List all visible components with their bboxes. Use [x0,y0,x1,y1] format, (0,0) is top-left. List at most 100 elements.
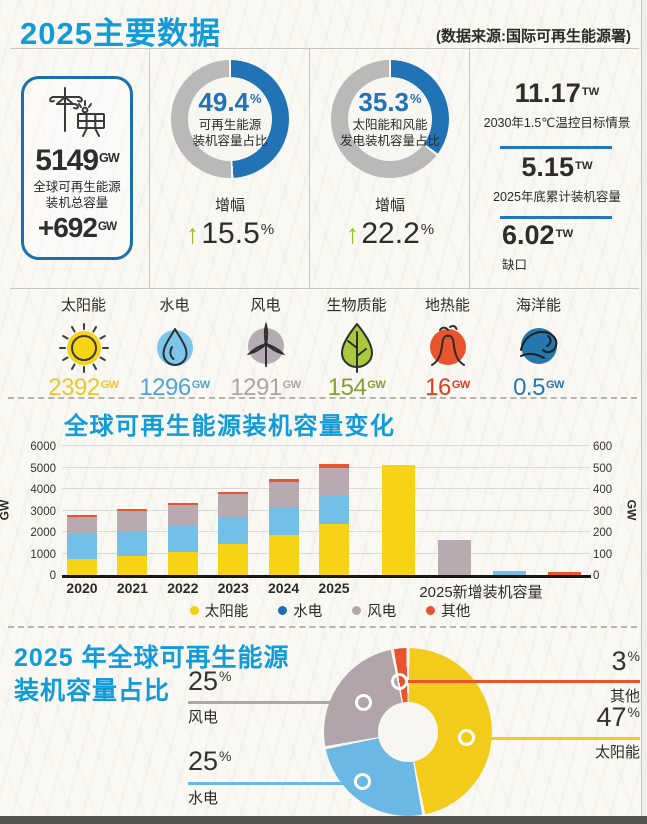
energy-name: 风电 [250,297,281,314]
bar-segment-太阳能 [117,556,148,575]
new-capacity-bar [438,539,471,575]
capacity-share-donut [324,648,492,816]
solar-leader-line [466,737,640,740]
gw-unit: GW [367,379,386,392]
total-capacity-value: 5149GW [24,145,130,177]
gap-value: 6.02TW 缺口 [502,222,642,273]
leaf-icon [340,323,373,373]
growth-value: ↑15.5% [185,217,275,250]
x-axis-label: 2023 [217,580,249,596]
y-axis-unit-right: GW [624,499,639,521]
gw-unit: GW [100,379,119,392]
divider [149,49,150,288]
gw-unit: GW [99,151,120,166]
x-axis-line [62,575,591,578]
page-edge [0,816,647,824]
grid-and-solar-icon [49,87,105,137]
energy-item-ocean: 海洋能 0.5GW [493,294,584,400]
cumulative-2025-label: 2025年底累计装机容量 [493,190,621,204]
percent-sign: % [420,220,435,238]
bar-segment-水电 [268,507,299,535]
page-edge [641,0,642,824]
page-edge [642,0,647,824]
page-title: 2025主要数据 [20,16,221,51]
bar-segment-太阳能 [167,552,198,575]
hydro-share-value: 25% [188,746,232,776]
stacked-bar [218,491,249,575]
energy-item-geothermal: 地热能 16GW [402,294,493,400]
legend-label: 水电 [293,604,323,620]
gw-unit: GW [545,379,564,392]
gw-unit: GW [191,379,210,392]
y-axis-right: 0 100 200 300 400 500 600 [593,441,629,582]
energy-value: 1296GW [139,374,210,401]
energy-name: 生物质能 [326,297,387,314]
sun-icon [58,323,109,373]
wind-leader-line [188,701,363,704]
y-axis-tick: 500 [593,462,613,475]
energy-name: 地热能 [424,297,470,314]
bar-segment-风电 [167,505,198,526]
wind-slice-marker [355,694,372,711]
tw-unit: TW [574,159,593,172]
hydro-share-label: 水电 [188,790,219,807]
y-axis-tick: 5000 [30,462,56,475]
renewable-share-caption: 可再生能源 装机容量占比 [192,117,268,148]
new-capacity-bar [548,571,581,575]
energy-value: 154GW [327,374,386,401]
other-slice-marker [391,673,408,690]
hydro-leader-line [188,782,362,785]
up-arrow-icon: ↑ [185,219,200,249]
wind-turbine-icon [246,321,285,367]
bar-segment-其他 [167,502,198,506]
energy-value: 1291GW [230,374,301,401]
geothermal-icon [429,324,466,366]
dashed-divider [8,626,637,628]
bar-segment-水电 [67,534,97,559]
y-axis-tick: 2000 [30,527,56,539]
bar-segment-太阳能 [218,544,249,575]
y-axis-tick: 1000 [30,548,56,561]
bar-segment-其他 [67,514,97,517]
target-2030-label: 2030年1.5℃温控目标情景 [483,116,631,130]
legend-dot [189,606,199,615]
bar-segment-其他 [268,479,299,482]
legend-label: 其他 [441,604,471,620]
donut-text: 35.3% 太阳能和风能 发电装机容量占比 [331,60,449,178]
bar-segment-风电 [67,516,97,535]
wind-share-value: 25% [188,666,232,696]
donut-hole [188,77,272,161]
water-drop-icon [156,328,193,366]
cumulative-2025-value: 5.15TW 2025年底累计装机容量 [472,154,642,205]
tw-unit: TW [581,85,600,98]
divider [500,146,612,149]
target-2030-value: 11.17TW 2030年1.5℃温控目标情景 [472,80,642,131]
bar-segment-风电 [268,481,299,508]
legend-dot [278,606,288,615]
energy-value: 2392GW [48,374,119,401]
gw-unit: GW [451,379,470,392]
donut-hole [378,702,438,762]
bar-segment-太阳能 [268,534,299,575]
other-share-value: 3% [611,646,640,676]
tw-unit: TW [555,227,574,240]
y-axis-tick: 4000 [30,484,56,496]
total-capacity-card: 5149GW 全球可再生能源 装机总容量 +692GW [21,76,133,260]
legend-dot [426,606,436,615]
new-capacity-bar [493,570,526,575]
y-axis-tick: 100 [593,548,613,561]
bar-segment-风电 [218,494,249,517]
solar-share-value: 47% [596,702,641,732]
gw-unit: GW [282,379,301,392]
renewable-share-pct: 49.4% [198,86,262,117]
x-axis-label: 2022 [167,580,199,596]
growth-label: 增幅 [214,197,245,214]
solar-wind-share-pct: 35.3% [358,86,422,117]
gap-label: 缺口 [502,258,528,272]
stacked-bar [67,514,97,575]
stacked-bar [319,464,349,575]
divider [10,48,639,49]
new-capacity-bar [382,465,415,575]
new-capacity-label: 2025新增装机容量 [419,584,543,601]
percent-sign: % [260,220,275,238]
